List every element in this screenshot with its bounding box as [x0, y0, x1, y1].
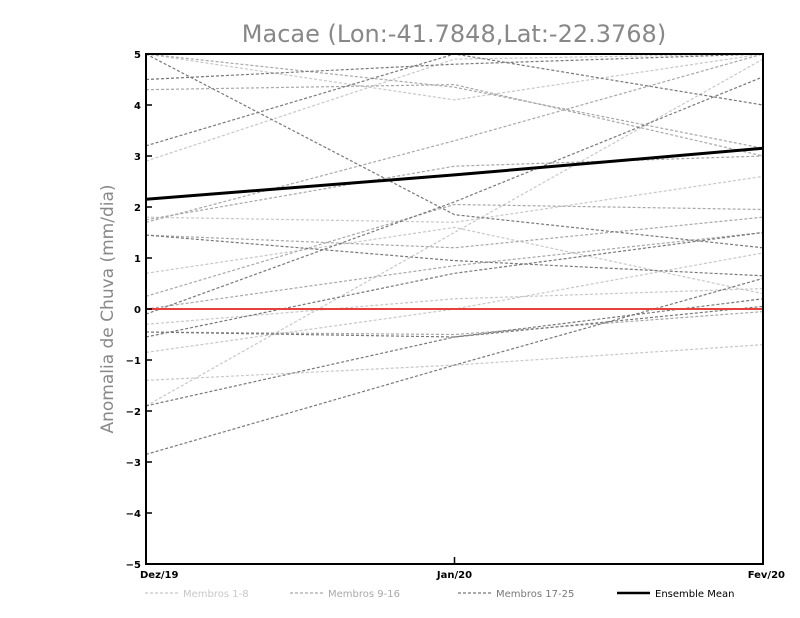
member-line-15	[146, 203, 763, 297]
y-tick-label: −5	[126, 560, 141, 571]
member-line-17	[146, 54, 763, 81]
member-line-6	[146, 344, 763, 381]
member-line-12	[146, 231, 763, 310]
member-line-13	[146, 311, 763, 336]
legend-label: Membros 1-8	[183, 589, 249, 600]
member-line-10	[146, 54, 763, 223]
member-line-25	[146, 54, 763, 147]
member-line-8	[146, 54, 763, 101]
legend-label: Ensemble Mean	[655, 589, 734, 600]
x-axis: Dez/19 Jan/20 Fev/20	[140, 557, 785, 581]
member-line-19	[146, 277, 763, 455]
y-tick-label: −1	[126, 356, 141, 367]
member-line-20	[146, 298, 763, 407]
y-tick-label: 3	[134, 152, 141, 163]
series-layer	[146, 54, 763, 455]
member-line-9	[146, 83, 763, 157]
x-tick-label: Fev/20	[748, 570, 785, 581]
member-line-24	[146, 305, 763, 338]
x-tick-label: Jan/20	[436, 570, 472, 581]
member-line-16	[146, 54, 763, 149]
y-tick-label: −4	[126, 509, 141, 520]
x-tick-label: Dez/19	[140, 570, 179, 581]
member-line-4	[146, 288, 763, 325]
y-tick-label: −3	[126, 458, 141, 469]
y-tick-label: 1	[134, 254, 141, 265]
y-axis: −5 −4 −3 −2 −1 0 1 2 3 4 5	[126, 50, 152, 571]
member-line-3	[146, 226, 763, 295]
member-line-23	[146, 234, 763, 277]
ensemble-mean-line	[146, 146, 763, 201]
ensemble-mean-layer	[146, 146, 763, 201]
member-line-14	[146, 155, 763, 221]
y-tick-label: −2	[126, 407, 141, 418]
legend: Membros 1-8 Membros 9-16 Membros 17-25 Ense…	[145, 589, 734, 600]
legend-label: Membros 9-16	[328, 589, 400, 600]
y-tick-label: 4	[134, 101, 141, 112]
member-line-7	[146, 58, 763, 407]
y-tick-label: 5	[134, 50, 141, 61]
chart-title: Macae (Lon:-41.7848,Lat:-22.3768)	[242, 20, 666, 48]
member-line-2	[146, 175, 763, 223]
y-axis-label: Anomalia de Chuva (mm/dia)	[98, 184, 118, 433]
member-line-11	[146, 216, 763, 249]
member-line-18	[146, 54, 763, 249]
member-line-22	[146, 76, 763, 315]
legend-label: Membros 17-25	[496, 589, 574, 600]
member-line-21	[146, 231, 763, 338]
member-line-1	[146, 54, 763, 162]
y-tick-label: 2	[134, 203, 141, 214]
y-tick-label: 0	[134, 305, 141, 316]
